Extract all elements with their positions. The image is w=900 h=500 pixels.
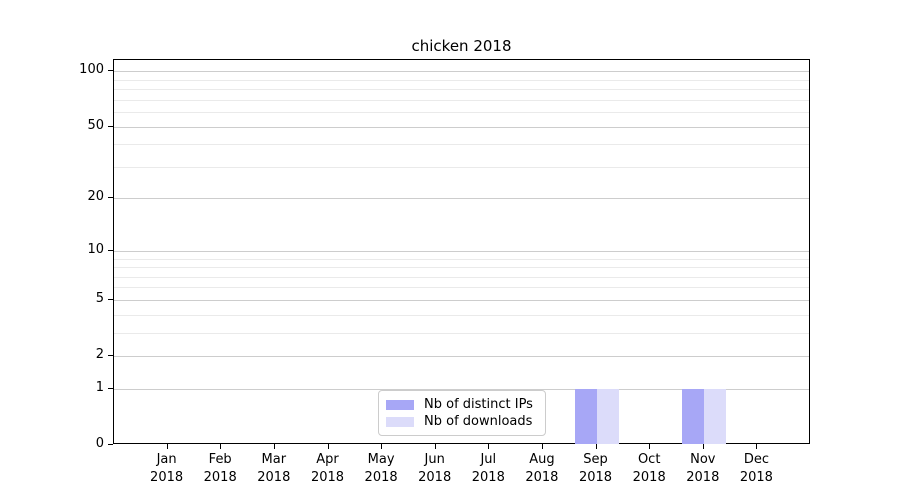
y-gridline-minor-60 <box>114 112 809 114</box>
y-gridline-minor-6 <box>114 287 809 289</box>
y-gridline-major-2 <box>114 356 809 357</box>
x-tick-mark-apr <box>327 444 329 449</box>
y-gridline-minor-90 <box>114 79 809 81</box>
x-tick-label-may: May 2018 <box>364 452 398 485</box>
x-tick-label-jun: Jun 2018 <box>418 452 452 485</box>
x-tick-label-aug: Aug 2018 <box>525 452 559 485</box>
x-tick-mark-may <box>381 444 383 449</box>
x-tick-label-sep: Sep 2018 <box>578 452 613 485</box>
y-gridline-minor-7 <box>114 276 809 278</box>
bar-downloads-nov-2018 <box>703 388 726 444</box>
x-tick-label-dec: Dec 2018 <box>739 452 773 485</box>
y-gridline-major-5 <box>114 299 809 301</box>
x-tick-label-apr: Apr 2018 <box>310 452 345 485</box>
x-tick-mark-mar <box>273 444 275 449</box>
x-tick-mark-aug <box>541 444 543 449</box>
y-tick-mark-2 <box>108 355 113 356</box>
y-gridline-minor-40 <box>114 144 809 146</box>
y-gridline-minor-70 <box>114 99 809 101</box>
y-tick-mark-50 <box>108 125 113 127</box>
legend-swatch-downloads <box>386 416 414 427</box>
bar-distinct-ips-nov-2018 <box>681 388 704 444</box>
y-gridline-minor-8 <box>114 267 809 268</box>
x-tick-label-feb: Feb 2018 <box>203 452 237 485</box>
y-tick-mark-10 <box>108 249 113 251</box>
y-gridline-minor-9 <box>114 258 809 260</box>
bar-downloads-sep-2018 <box>596 388 619 444</box>
y-gridline-major-20 <box>114 198 809 200</box>
x-tick-label-nov: Nov 2018 <box>686 452 720 485</box>
x-tick-mark-dec <box>756 444 758 449</box>
y-tick-label-5: 5 <box>95 290 104 306</box>
y-gridline-minor-30 <box>114 166 809 168</box>
y-tick-label-50: 50 <box>87 117 104 133</box>
y-gridline-major-100 <box>114 71 809 73</box>
legend-item-distinct-ips: Nb of distinct IPs <box>386 397 537 413</box>
x-tick-mark-jul <box>488 444 490 449</box>
y-tick-label-10: 10 <box>87 241 104 257</box>
x-tick-mark-oct <box>649 444 651 449</box>
y-tick-label-1: 1 <box>95 379 104 395</box>
bar-distinct-ips-sep-2018 <box>574 388 597 444</box>
y-tick-mark-100 <box>108 70 113 72</box>
x-tick-mark-feb <box>220 444 222 449</box>
y-tick-mark-5 <box>108 298 113 300</box>
x-tick-label-mar: Mar 2018 <box>257 452 291 485</box>
x-tick-mark-nov <box>702 444 704 449</box>
x-tick-mark-jan <box>166 444 168 449</box>
x-tick-label-jan: Jan 2018 <box>150 452 184 485</box>
x-tick-mark-sep <box>595 444 597 449</box>
y-tick-label-20: 20 <box>87 189 104 205</box>
y-gridline-minor-3 <box>114 332 809 334</box>
legend-label-distinct-ips: Nb of distinct IPs <box>424 396 533 412</box>
y-tick-mark-0 <box>108 444 113 445</box>
y-tick-label-2: 2 <box>95 347 104 362</box>
y-gridline-minor-4 <box>114 314 809 316</box>
x-tick-label-oct: Oct 2018 <box>632 452 666 485</box>
legend-swatch-distinct-ips <box>386 399 414 410</box>
plot-area <box>113 59 810 444</box>
y-gridline-major-10 <box>114 250 809 252</box>
legend: Nb of distinct IPs Nb of downloads <box>378 390 546 436</box>
y-tick-mark-20 <box>108 197 113 199</box>
legend-item-downloads: Nb of downloads <box>386 414 537 430</box>
chart-title: chicken 2018 <box>411 37 512 55</box>
y-tick-label-100: 100 <box>79 62 104 78</box>
y-tick-label-0: 0 <box>95 436 104 451</box>
y-gridline-major-50 <box>114 126 809 128</box>
x-tick-label-jul: Jul 2018 <box>471 452 505 485</box>
legend-label-downloads: Nb of downloads <box>424 413 533 429</box>
y-gridline-major-1 <box>114 388 809 390</box>
y-tick-mark-1 <box>108 387 113 389</box>
x-tick-mark-jun <box>434 444 436 449</box>
y-gridline-minor-80 <box>114 89 809 91</box>
